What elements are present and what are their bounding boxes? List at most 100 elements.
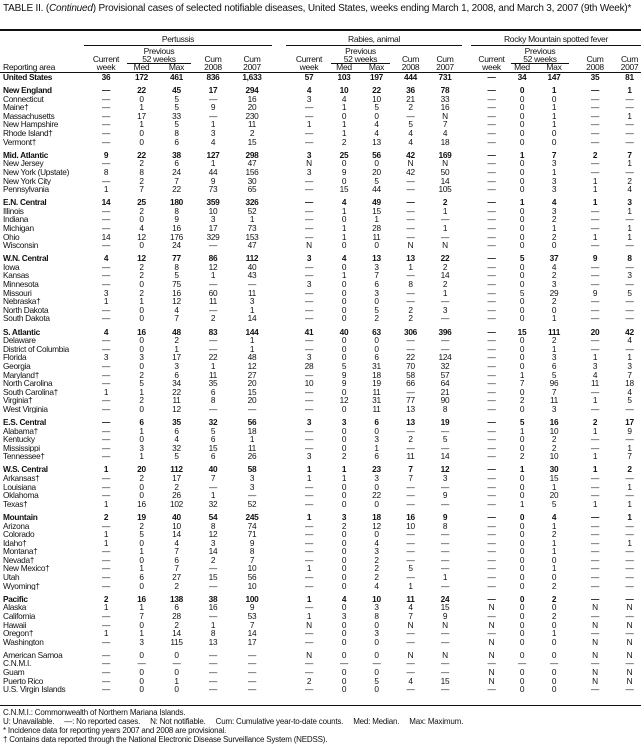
rabies-cum-2007-cell: — [441, 564, 449, 574]
rmsf-current-week-cell: — [487, 353, 496, 362]
pertussis-cum-2008-cell: 11 [208, 297, 217, 306]
region-row: New England — 22 45 17 294 4 10 22 36 78 — 0 1 — 1 [0, 86, 641, 95]
table-row: North Carolina — 5 34 35 20 10 9 19 66 64 — 7 96 11 18 [0, 379, 641, 388]
pertussis-max-cell: 2 [174, 482, 179, 492]
rabies-cum-2008-cell: — [406, 499, 415, 509]
rabies-cum-2008-cell: 7 [408, 474, 413, 483]
pertussis-current-week-cell: 1 [103, 530, 109, 539]
rabies-cum-2007-cell: 18 [440, 137, 450, 147]
rabies-cum-2007-cell: N [442, 650, 448, 660]
rabies-current-week-cell: 3 [306, 150, 312, 160]
rmsf-max-cell: 0 [551, 555, 557, 565]
rmsf-max-cell: 1 [551, 224, 557, 233]
rmsf-med-cell: 0 [519, 361, 525, 371]
rabies-cum-2008-cell: N [407, 241, 414, 250]
column-gap [462, 659, 475, 668]
rabies-cum-2007-cell: — [441, 344, 449, 354]
rabies-max-cell: 3 [374, 262, 379, 272]
reporting-area-cell: C.N.M.I. [3, 659, 32, 668]
pertussis-cum-2007-cell: — [248, 404, 256, 414]
pertussis-cum-2007-cell: 20 [247, 103, 257, 112]
rabies-cum-2007-cell: — [441, 482, 449, 492]
column-gap [272, 405, 290, 414]
column-gap [272, 120, 290, 129]
rmsf-med-cell: 15 [517, 327, 527, 337]
rabies-cum-2007-cell: 15 [440, 676, 450, 686]
column-gap [272, 271, 290, 280]
rabies-cum-2008-cell: 11 [406, 452, 415, 461]
pertussis-med-cell: 2 [139, 176, 144, 186]
pertussis-cum-2007-cell: 14 [247, 314, 257, 324]
rabies-cum-2007-cell: 3 [442, 474, 448, 483]
pertussis-max-cell: 5 [174, 103, 179, 112]
pertussis-med-cell: 5 [139, 530, 144, 539]
rmsf-cum-2008-cell: 1 [592, 396, 598, 405]
pertussis-cum-2007-cell: 9 [249, 538, 255, 548]
rabies-current-week-cell: 1 [306, 564, 312, 574]
rmsf-current-week-cell: — [487, 327, 496, 337]
pertussis-cum-2008-cell: — [209, 336, 217, 345]
column-gap [462, 685, 475, 694]
rmsf-max-cell: 3 [551, 159, 557, 168]
pertussis-cum-2008-cell: 3 [210, 129, 216, 138]
column-gap [272, 263, 290, 272]
rmsf-cum-2008-cell: 1 [592, 353, 598, 362]
rmsf-cum-2008-cell: 3 [592, 361, 598, 371]
pertussis-med-cell: 25 [137, 198, 146, 207]
pertussis-max-cell: 102 [170, 499, 183, 509]
rabies-max-cell: 19 [372, 379, 381, 388]
column-gap [462, 564, 475, 573]
rmsf-current-week-cell: — [487, 232, 496, 242]
rabies-max-cell: 5 [374, 176, 379, 186]
column-gap [462, 271, 475, 280]
pertussis-max-cell: 461 [170, 73, 183, 82]
column-gap [462, 621, 475, 630]
column-gap [272, 685, 290, 694]
pertussis-max-cell: 22 [172, 387, 181, 397]
rabies-med-cell: 0 [341, 241, 347, 250]
rmsf-med-cell: 0 [519, 443, 525, 453]
rmsf-cum-2008-cell: — [591, 594, 599, 604]
column-gap [462, 112, 475, 121]
pertussis-current-week-cell: — [102, 555, 110, 565]
reporting-area-cell: South Dakota [3, 314, 50, 324]
pertussis-max-cell: 10 [172, 521, 181, 531]
rabies-current-week-cell: — [305, 305, 313, 315]
pertussis-cum-2008-cell: 60 [208, 288, 218, 298]
pertussis-cum-2007-cell: 230 [245, 111, 259, 121]
pertussis-med-cell: 3 [139, 443, 144, 453]
rabies-max-cell: 20 [372, 167, 381, 177]
rmsf-max-cell: 0 [551, 241, 557, 250]
column-gap [272, 418, 290, 427]
rmsf-current-week-cell: — [487, 491, 496, 500]
rmsf-med-cell: 1 [519, 499, 525, 509]
rabies-cum-2008-cell: N [407, 159, 414, 168]
rmsf-max-cell: 0 [551, 668, 557, 677]
column-gap [462, 388, 475, 397]
column-gap [462, 129, 475, 138]
rabies-current-week-cell: — [305, 185, 313, 194]
rabies-med-cell: 0 [341, 336, 347, 345]
rabies-max-cell: 23 [372, 465, 381, 475]
rabies-cum-2007-cell: 16 [440, 103, 450, 112]
rmsf-cum-2007-cell: 8 [627, 254, 632, 263]
column-gap [272, 500, 290, 509]
pertussis-current-week-cell: 1 [103, 297, 109, 306]
column-gap [272, 328, 290, 337]
column-gap [462, 603, 475, 612]
column-gap [272, 668, 290, 677]
pertussis-cum-2007-cell: 294 [245, 86, 259, 95]
rmsf-cum-2008-cell: — [591, 443, 599, 453]
rmsf-cum-2007-cell: 2 [627, 465, 632, 475]
region-row: E.N. Central 14 25 180 359 326—4 49—2—1 4 1 3 [0, 198, 641, 207]
column-gap [272, 103, 290, 112]
table-row: Puerto Rico — 0 1 — — 2 0 5 4 15 N 0 0 N N [0, 677, 641, 686]
rmsf-med-cell: 0 [519, 620, 525, 630]
rabies-max-cell: 0 [374, 241, 379, 250]
pertussis-cum-2007-cell: 43 [247, 271, 257, 281]
rabies-current-week-cell: — [305, 137, 313, 147]
rabies-max-cell: 56 [372, 150, 381, 160]
reporting-area-cell: Puerto Rico [3, 676, 44, 686]
rmsf-cum-2007-cell: — [625, 685, 634, 694]
rmsf-cum-2007-cell: 4 [627, 185, 632, 194]
